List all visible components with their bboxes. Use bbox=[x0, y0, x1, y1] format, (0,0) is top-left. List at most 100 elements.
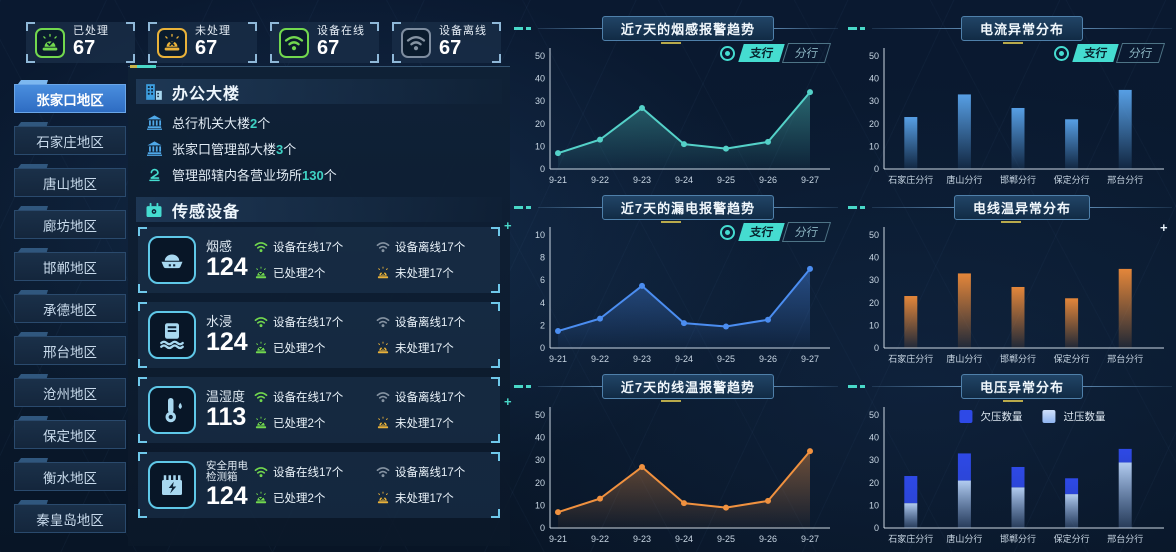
svg-text:石家庄分行: 石家庄分行 bbox=[888, 174, 933, 185]
svg-text:9-22: 9-22 bbox=[591, 354, 609, 364]
sidebar-item-langfang[interactable]: 廊坊地区 bbox=[14, 210, 126, 239]
svg-text:邢台分行: 邢台分行 bbox=[1107, 174, 1143, 185]
wifi-online-icon bbox=[254, 390, 268, 404]
wifi-online-icon bbox=[254, 315, 268, 329]
chart-title: 近7天的烟感报警趋势 bbox=[601, 15, 775, 44]
svg-text:保定分行: 保定分行 bbox=[1054, 533, 1090, 544]
sensor-unhandled-status: 未处理17个 bbox=[376, 490, 494, 506]
svg-text:0: 0 bbox=[874, 164, 879, 174]
svg-text:9-21: 9-21 bbox=[549, 534, 567, 544]
refresh-icon[interactable] bbox=[720, 224, 735, 240]
water-sensor-icon bbox=[148, 311, 196, 359]
legend-swatch-undervoltage bbox=[959, 409, 973, 423]
electric-box-icon bbox=[148, 461, 196, 509]
title-line-left bbox=[538, 386, 602, 388]
svg-text:20: 20 bbox=[535, 477, 545, 487]
svg-text:9-24: 9-24 bbox=[675, 175, 693, 185]
branch-toggle: 支行 分行 bbox=[720, 43, 832, 63]
svg-text:邯郸分行: 邯郸分行 bbox=[1000, 533, 1036, 544]
svg-text:40: 40 bbox=[535, 432, 545, 442]
branch-toggle-active[interactable]: 支行 bbox=[738, 223, 785, 242]
office-building-icon bbox=[144, 82, 164, 102]
sidebar-item-baoding[interactable]: 保定地区 bbox=[14, 420, 126, 449]
alarm-check-icon bbox=[254, 341, 268, 355]
branch-toggle-inactive[interactable]: 分行 bbox=[1115, 43, 1166, 63]
svg-text:4: 4 bbox=[540, 298, 545, 308]
svg-text:50: 50 bbox=[869, 230, 879, 240]
chart-current-anomaly: 电流异常分布 支行 分行 0 10 20 30 40 50 石家庄分行 唐山分行 邯郸分行 保定分… bbox=[848, 15, 1173, 191]
svg-text:50: 50 bbox=[869, 410, 879, 420]
branch-toggle-active[interactable]: 支行 bbox=[1072, 44, 1119, 62]
sensor-value: 124 bbox=[206, 327, 248, 356]
refresh-icon[interactable] bbox=[720, 45, 735, 61]
stat-card-offline: 设备离线 67 bbox=[392, 22, 501, 63]
sidebar-item-cangzhou[interactable]: 沧州地区 bbox=[14, 378, 126, 407]
sidebar-item-hengshui[interactable]: 衡水地区 bbox=[14, 462, 126, 491]
chart-title: 近7天的线温报警趋势 bbox=[601, 374, 775, 403]
title-line-right bbox=[1083, 386, 1173, 388]
svg-text:9-25: 9-25 bbox=[717, 534, 735, 544]
svg-text:20: 20 bbox=[535, 119, 545, 129]
chart-title: 电线温异常分布 bbox=[954, 194, 1091, 223]
sidebar-item-chengde[interactable]: 承德地区 bbox=[14, 294, 126, 323]
svg-text:10: 10 bbox=[535, 230, 545, 240]
svg-text:唐山分行: 唐山分行 bbox=[946, 533, 982, 544]
sensor-handled-status: 已处理2个 bbox=[254, 415, 372, 431]
chart-title-bar: 近7天的线温报警趋势 bbox=[514, 374, 839, 403]
svg-text:20: 20 bbox=[869, 119, 879, 129]
wifi-offline-icon bbox=[376, 465, 390, 479]
svg-text:30: 30 bbox=[535, 96, 545, 106]
svg-text:30: 30 bbox=[869, 96, 879, 106]
svg-text:唐山分行: 唐山分行 bbox=[946, 353, 982, 364]
sensor-card-temperature-humidity: 温湿度 113 设备在线17个 设备离线17个 已处理2个 未处理17个 bbox=[138, 377, 500, 443]
wifi-offline-icon bbox=[401, 27, 431, 58]
sidebar-item-qinhuangdao[interactable]: 秦皇岛地区 bbox=[14, 504, 126, 533]
building-row-suffix: 个 bbox=[323, 167, 337, 183]
title-line-left bbox=[538, 206, 602, 208]
sidebar-item-tangshan[interactable]: 唐山地区 bbox=[14, 168, 126, 197]
svg-text:40: 40 bbox=[869, 432, 879, 442]
svg-text:9-21: 9-21 bbox=[549, 354, 567, 364]
title-deco bbox=[514, 26, 536, 30]
sensor-offline-status: 设备离线17个 bbox=[376, 464, 494, 480]
sensor-unhandled-status: 未处理17个 bbox=[376, 265, 494, 281]
alarm-x-icon bbox=[376, 341, 390, 355]
section-title: 传感设备 bbox=[172, 203, 241, 221]
title-line-left bbox=[872, 206, 954, 208]
svg-text:50: 50 bbox=[869, 51, 879, 61]
sensor-name: 烟感 bbox=[206, 239, 233, 255]
sidebar-item-handan[interactable]: 邯郸地区 bbox=[14, 252, 126, 281]
svg-text:0: 0 bbox=[540, 523, 545, 533]
svg-text:10: 10 bbox=[869, 500, 879, 510]
info-panel: 办公大楼 总行机关大楼2个 张家口管理部大楼3个 管理部辖内各营业场所130个 … bbox=[128, 65, 510, 546]
sidebar-item-xingtai[interactable]: 邢台地区 bbox=[14, 336, 126, 365]
svg-text:9-22: 9-22 bbox=[591, 534, 609, 544]
building-row-text: 总行机关大楼 bbox=[172, 115, 251, 131]
svg-text:0: 0 bbox=[874, 343, 879, 353]
bank-icon bbox=[146, 114, 163, 131]
svg-text:邯郸分行: 邯郸分行 bbox=[1000, 174, 1036, 185]
sensor-card-smoke: 烟感 124 设备在线17个 设备离线17个 已处理2个 未处理17个 bbox=[138, 227, 500, 293]
thermo-sensor-icon bbox=[148, 386, 196, 434]
branch-toggle-inactive[interactable]: 分行 bbox=[781, 222, 832, 243]
sidebar-item-shijiazhuang[interactable]: 石家庄地区 bbox=[14, 126, 126, 155]
svg-text:10: 10 bbox=[869, 141, 879, 151]
svg-text:10: 10 bbox=[535, 141, 545, 151]
title-line-right bbox=[1090, 206, 1173, 208]
chart-title-bar: 电压异常分布 bbox=[848, 374, 1173, 403]
branch-toggle: 支行 分行 bbox=[720, 222, 832, 243]
svg-text:9-25: 9-25 bbox=[717, 354, 735, 364]
alarm-check-icon bbox=[254, 266, 268, 280]
stat-value: 67 bbox=[73, 36, 96, 59]
sidebar-item-zhangjiakou[interactable]: 张家口地区 bbox=[14, 84, 126, 113]
branch-toggle-active[interactable]: 支行 bbox=[738, 44, 785, 62]
branch-toggle: 支行 分行 bbox=[1054, 43, 1166, 63]
sensor-device-icon bbox=[144, 200, 164, 220]
sensor-section-header: 传感设备 bbox=[136, 197, 502, 222]
branch-toggle-inactive[interactable]: 分行 bbox=[781, 43, 832, 63]
svg-text:2: 2 bbox=[540, 321, 545, 331]
refresh-icon[interactable] bbox=[1054, 45, 1069, 61]
sensor-handled-status: 已处理2个 bbox=[254, 340, 372, 356]
sensor-offline-status: 设备离线17个 bbox=[376, 314, 494, 330]
chart-wire-temp-anomaly: 电线温异常分布 0 10 20 30 40 50 石家庄分行 唐山分行 邯郸分行 保定分行 邢台分行 bbox=[848, 194, 1173, 370]
